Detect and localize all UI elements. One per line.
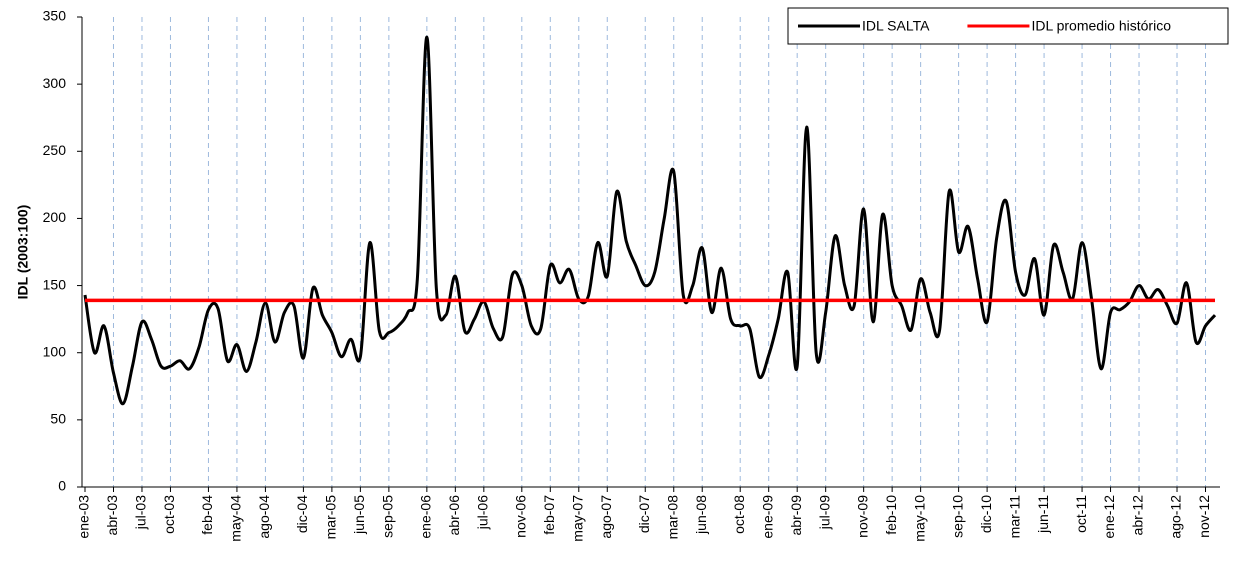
x-tick-label: nov-12 [1196,495,1212,538]
x-tick-label: nov-09 [854,495,870,538]
y-tick-label: 300 [43,75,67,91]
legend-label: IDL SALTA [862,18,930,34]
x-tick-label: ago-12 [1168,495,1184,539]
x-tick-label: abr-09 [788,495,804,536]
y-tick-label: 250 [43,142,67,158]
x-tick-label: sep-10 [949,495,965,538]
x-tick-label: feb-10 [883,495,899,535]
x-tick-label: dic-10 [978,495,994,533]
x-tick-label: abr-12 [1130,495,1146,536]
y-tick-label: 100 [43,343,67,359]
x-tick-label: abr-03 [104,495,120,536]
x-tick-label: jul-09 [816,495,832,530]
legend: IDL SALTA IDL promedio histórico [787,7,1229,45]
y-tick-label: 0 [58,478,66,494]
series-line [83,35,1217,406]
x-tick-label: dic-04 [294,495,310,533]
y-tick-label: 350 [43,8,67,24]
x-tick-label: ene-09 [759,495,775,539]
x-tick-label: oct-08 [731,495,747,534]
x-tick-label: oct-03 [161,495,177,534]
x-tick-label: ago-04 [256,495,272,539]
x-tick-label: mar-11 [1006,495,1022,539]
x-tick-label: nov-06 [513,495,529,538]
y-tick-label: 50 [50,411,66,427]
y-tick-label: 200 [43,209,67,225]
x-tick-label: jun-11 [1035,495,1051,534]
x-tick-label: ene-12 [1101,495,1117,539]
x-tick-label: may-04 [228,495,244,542]
x-tick-label: mar-08 [664,495,680,540]
y-tick-label: 150 [43,276,67,292]
x-tick-label: may-07 [569,495,585,542]
x-tick-label: may-10 [911,495,927,542]
x-tick-label: sep-05 [380,495,396,538]
x-tick-label: jul-03 [133,495,149,530]
x-tick-label: mar-05 [323,495,339,540]
y-axis-label: IDL (2003:100) [15,205,31,300]
x-tick-label: ene-06 [418,495,434,539]
x-tick-label: ene-03 [76,495,92,539]
x-tick-label: abr-06 [446,495,462,536]
legend-label: IDL promedio histórico [1031,18,1171,34]
x-tick-label: jul-06 [475,495,491,530]
x-tick-label: oct-11 [1073,495,1089,533]
x-tick-label: feb-07 [541,495,557,535]
x-tick-label: jun-05 [351,495,367,535]
x-tick-label: ago-07 [598,495,614,539]
x-tick-label: feb-04 [199,495,215,535]
x-tick-label: jun-08 [693,495,709,535]
x-tick-label: dic-07 [636,495,652,533]
